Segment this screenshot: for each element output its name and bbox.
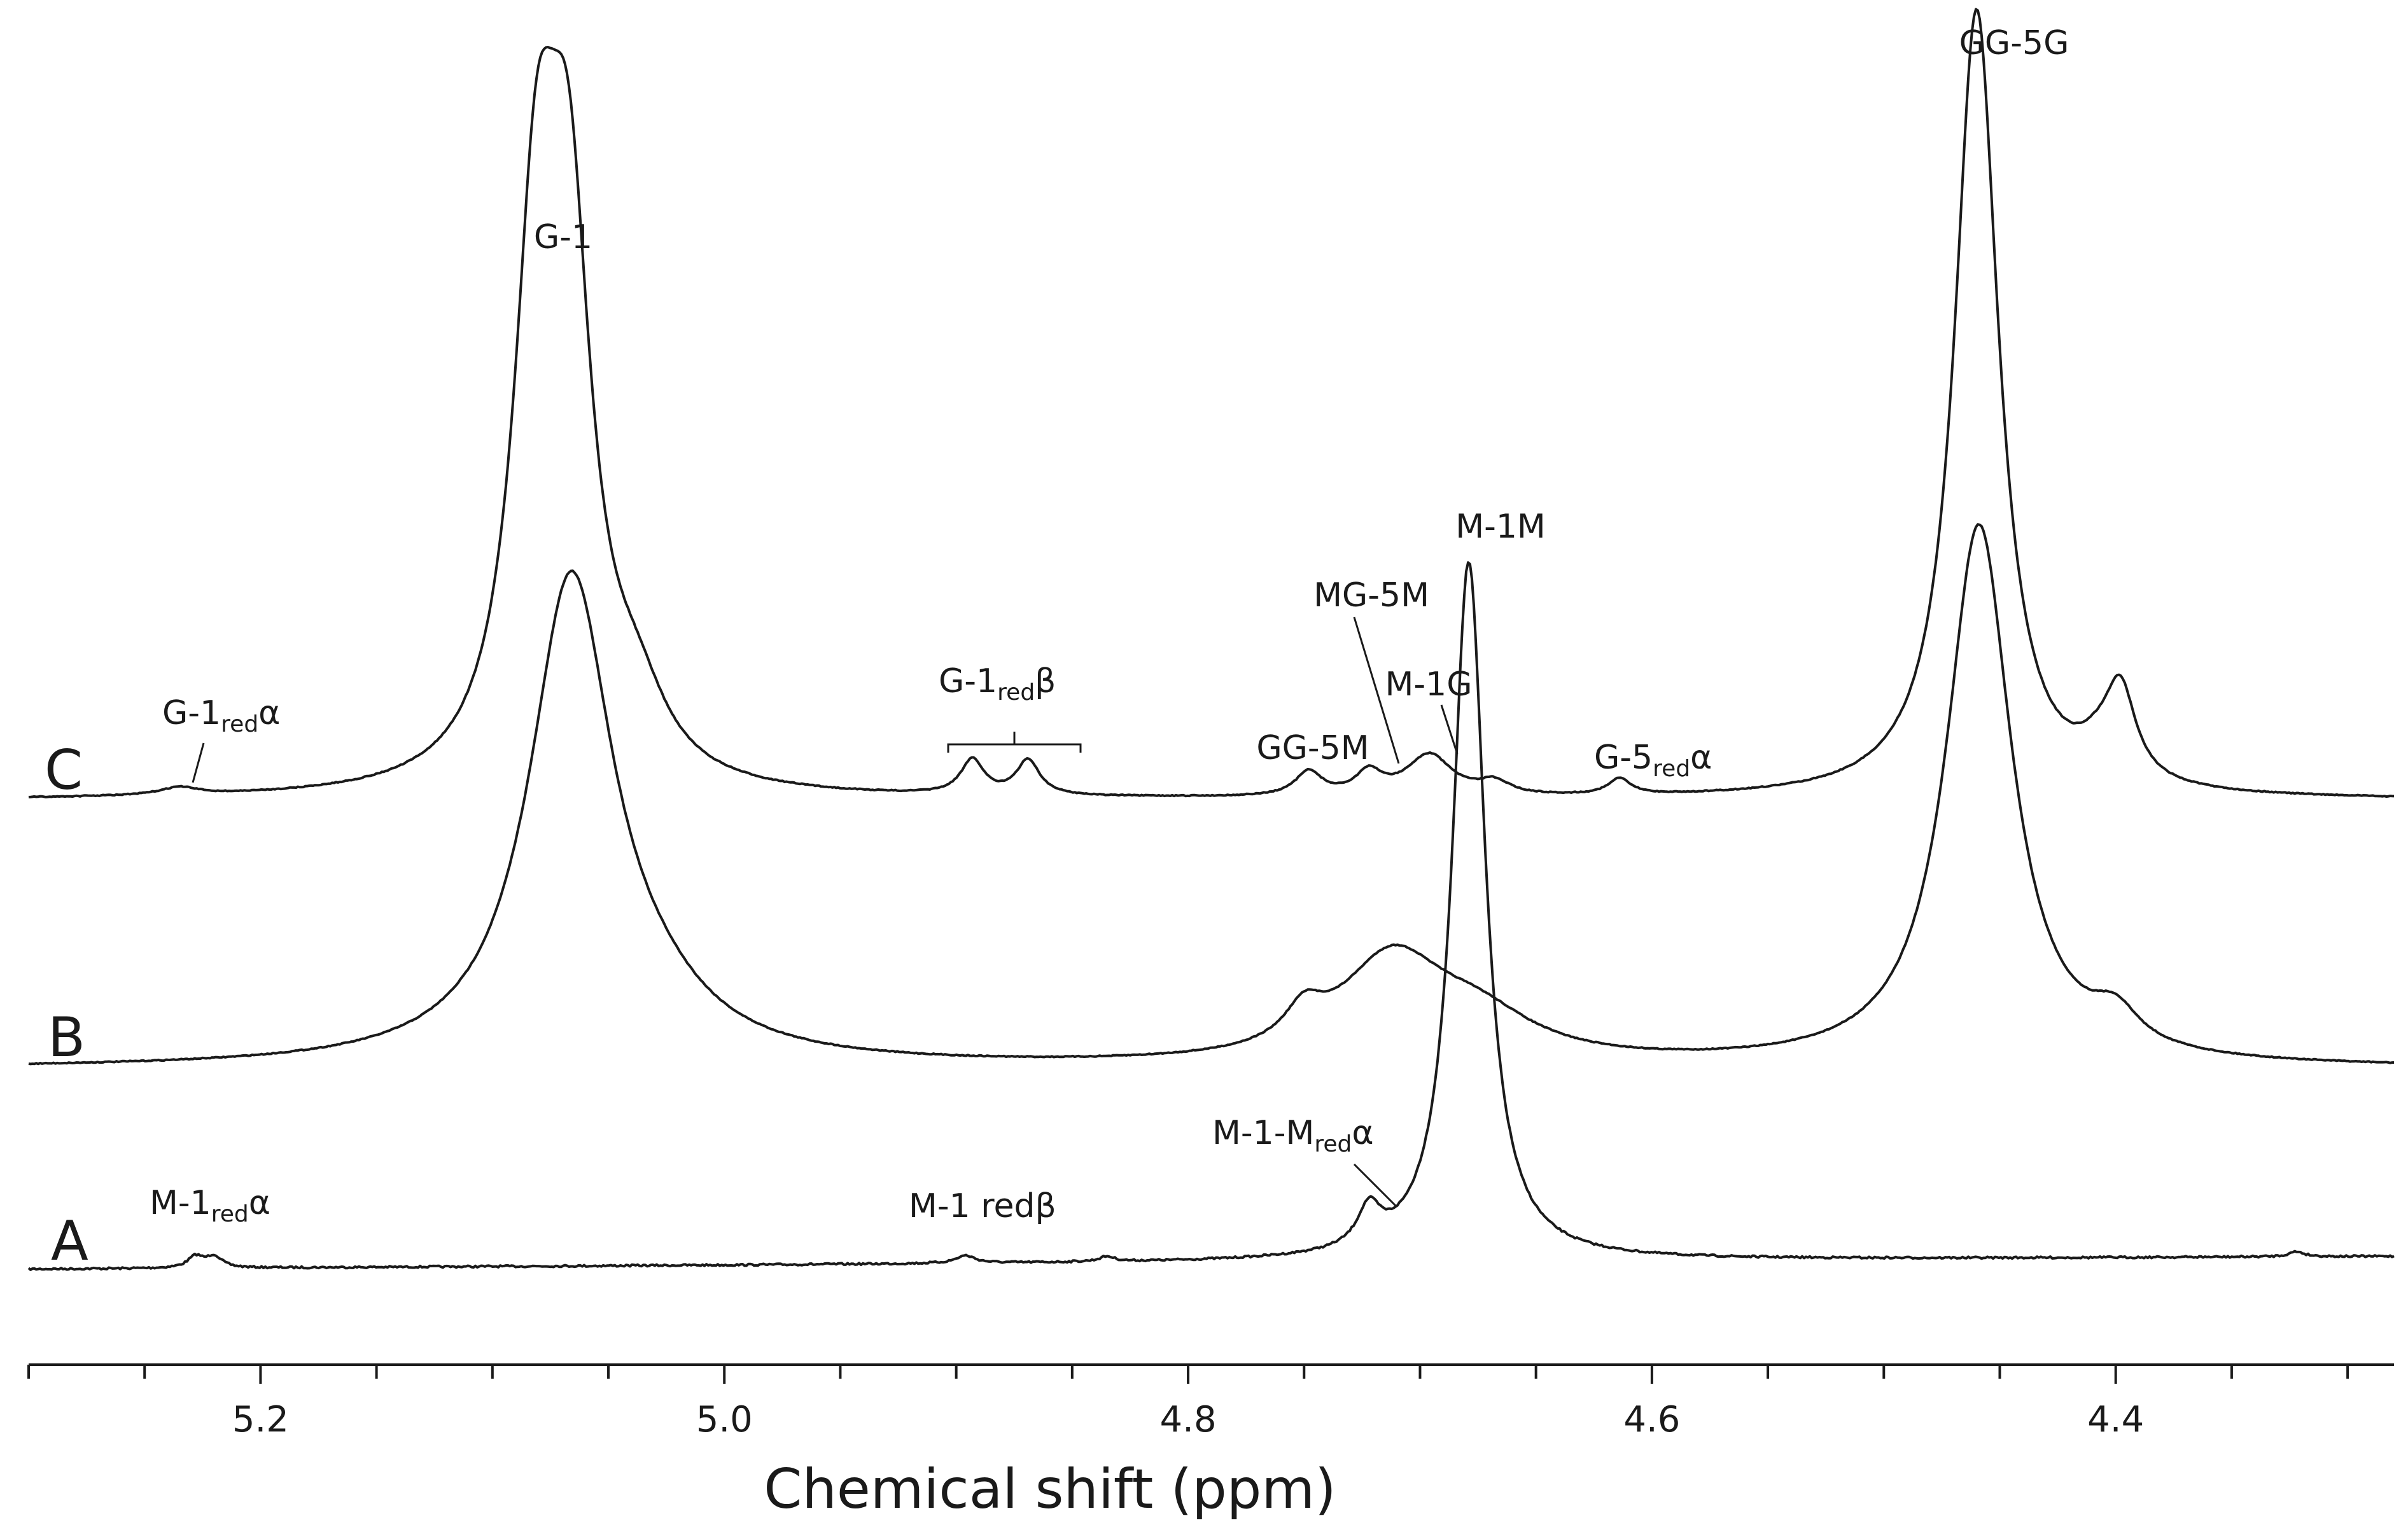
trace-label-a: A: [51, 1209, 88, 1273]
peak-label-m-1-red-alpha: M-1redα: [150, 1184, 270, 1227]
peak-label-g-1-red-alpha: G-1redα: [162, 694, 280, 737]
trace-label-c: C: [45, 739, 83, 802]
x-tick-label: 5.0: [696, 1399, 753, 1440]
bracket-g-1-red-beta: [947, 732, 1082, 753]
peak-label-m-1-m-red-alpha: M-1-Mredα: [1212, 1114, 1374, 1157]
peak-label-g-5-red-alpha: G-5redα: [1594, 739, 1712, 782]
leader-m-1-m-red-alpha: [1353, 1163, 1397, 1207]
peak-label-g-1: G-1: [534, 218, 592, 256]
peak-label-mg-5m: MG-5M: [1313, 576, 1429, 615]
spectrum-trace-a: [27, 561, 2395, 1271]
peak-label-m-1g: M-1G: [1385, 665, 1472, 704]
x-tick-label: 4.4: [2087, 1399, 2144, 1440]
peak-label-gg-5g: GG-5G: [1959, 24, 2069, 62]
x-tick-label: 4.6: [1623, 1399, 1680, 1440]
spectrum-trace-b: [28, 523, 2395, 1066]
peak-label-gg-5m: GG-5M: [1256, 729, 1369, 767]
leader-m-1g: [1440, 704, 1459, 755]
x-axis-title: Chemical shift (ppm): [764, 1458, 1336, 1521]
trace-label-b: B: [48, 1006, 85, 1069]
x-axis-ticks: [27, 1365, 2349, 1384]
x-axis-tick-labels: 5.2 5.0 4.8 4.6 4.4: [232, 1399, 2144, 1440]
x-tick-label: 4.8: [1160, 1399, 1217, 1440]
leader-g-1-red-alpha: [192, 742, 205, 783]
peak-label-g-1-red-beta: G-1redβ: [939, 662, 1056, 706]
x-tick-label: 5.2: [232, 1399, 289, 1440]
leader-mg-5m: [1353, 616, 1400, 764]
peak-label-m-1-red-beta: M-1 redβ: [909, 1187, 1056, 1225]
spectrum-trace-c: [28, 8, 2395, 798]
peak-label-m-1m: M-1M: [1455, 508, 1546, 546]
